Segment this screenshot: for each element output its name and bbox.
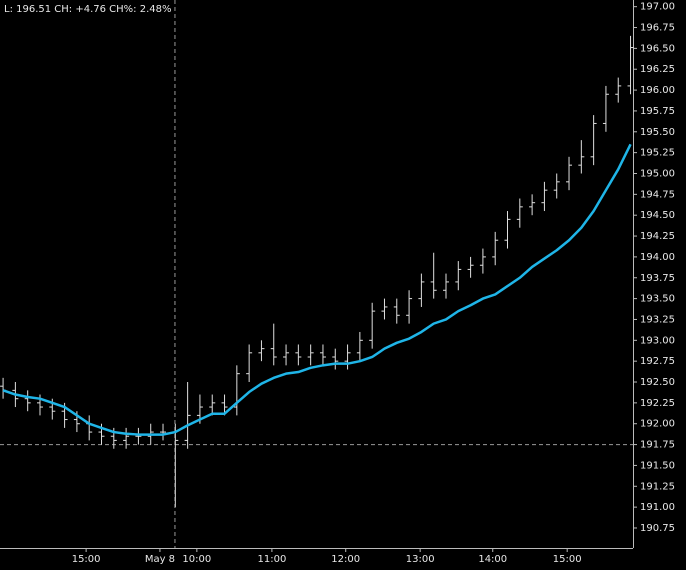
y-tick-label: 194.00 [640, 252, 675, 263]
x-tick-label: 13:00 [406, 554, 435, 565]
x-tick-label: May 8 [145, 554, 175, 565]
y-tick-label: 196.50 [640, 43, 675, 54]
y-tick-label: 193.25 [640, 314, 675, 325]
y-tick-label: 196.75 [640, 23, 675, 34]
y-tick-label: 191.25 [640, 481, 675, 492]
y-tick-label: 196.00 [640, 85, 675, 96]
y-tick-label: 191.00 [640, 502, 675, 513]
y-tick-label: 192.75 [640, 356, 675, 367]
y-tick-label: 193.75 [640, 273, 675, 284]
x-tick-label: 12:00 [331, 554, 360, 565]
y-tick-label: 194.25 [640, 231, 675, 242]
y-tick-label: 192.50 [640, 377, 675, 388]
y-tick-label: 194.75 [640, 189, 675, 200]
y-tick-label: 195.00 [640, 168, 675, 179]
x-tick-label: 11:00 [257, 554, 286, 565]
x-tick-label: 15:00 [553, 554, 582, 565]
y-tick-label: 191.75 [640, 440, 675, 451]
y-tick-label: 195.25 [640, 148, 675, 159]
y-tick-label: 195.50 [640, 127, 675, 138]
chart-title: L: 196.51 CH: +4.76 CH%: 2.48% [4, 4, 171, 15]
y-tick-label: 197.00 [640, 2, 675, 13]
x-tick-label: 10:00 [182, 554, 211, 565]
y-tick-label: 192.00 [640, 419, 675, 430]
y-tick-label: 190.75 [640, 523, 675, 534]
y-tick-label: 193.00 [640, 335, 675, 346]
y-tick-label: 193.50 [640, 294, 675, 305]
y-tick-label: 195.75 [640, 106, 675, 117]
x-tick-label: 14:00 [478, 554, 507, 565]
y-tick-label: 192.25 [640, 398, 675, 409]
y-tick-label: 194.50 [640, 210, 675, 221]
y-tick-label: 191.50 [640, 460, 675, 471]
y-tick-label: 196.25 [640, 64, 675, 75]
x-tick-label: 15:00 [72, 554, 101, 565]
moving-average-line [2, 143, 632, 436]
